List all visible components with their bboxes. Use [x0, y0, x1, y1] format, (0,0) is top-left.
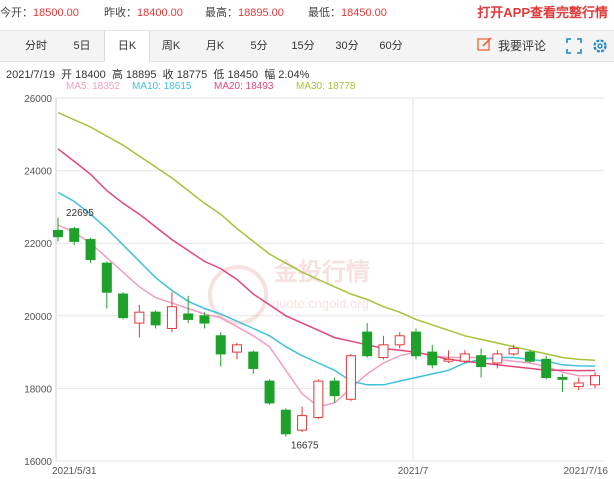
- y-tick-label: 22000: [24, 239, 52, 250]
- tab-5min[interactable]: 5分: [250, 40, 268, 52]
- comment-label: 我要评论: [497, 39, 546, 53]
- y-tick-label: 16000: [24, 457, 52, 468]
- ma20-legend: MA20: 18493: [214, 81, 274, 92]
- x-tick-label: 2021/7/16: [564, 466, 609, 477]
- candle-body: [329, 380, 340, 397]
- candle-body: [280, 409, 291, 435]
- candle-body: [313, 380, 324, 418]
- tab-5day[interactable]: 5日: [73, 40, 91, 52]
- candle-body: [345, 355, 356, 400]
- y-tick-label: 26000: [24, 94, 52, 105]
- open-app-link[interactable]: 打开APP查看完整行情: [477, 5, 608, 20]
- fullscreen-icon[interactable]: [566, 38, 582, 59]
- candle-body: [53, 229, 63, 238]
- candle-body: [166, 306, 177, 330]
- tab-monthly-k[interactable]: 月K: [205, 40, 225, 52]
- candle-body: [508, 347, 519, 355]
- ma20-line: [57, 148, 596, 372]
- y-tick-label: 18000: [24, 384, 52, 395]
- x-tick-label: 2021/5/31: [52, 466, 97, 477]
- open-stat: 今开：18500.00: [0, 7, 79, 19]
- candle-body: [264, 380, 275, 404]
- watermark-cn: 金投行情: [273, 258, 370, 286]
- candle-body: [411, 331, 421, 357]
- candle-body: [85, 239, 96, 261]
- candle-body: [541, 358, 552, 379]
- candle-body: [557, 377, 568, 380]
- candle-body: [427, 351, 438, 366]
- ma30-legend: MA30: 18778: [296, 81, 356, 92]
- prev-close-stat: 昨收：18400.00: [104, 7, 183, 19]
- ma10-legend: MA10: 18615: [132, 81, 192, 92]
- ma5-line: [57, 224, 596, 408]
- candle-body: [524, 351, 535, 362]
- period-tab-bar: 分时 5日 日K 周K 月K 5分 15分 30分 60分 我要评论: [0, 30, 614, 62]
- candle-body: [118, 293, 129, 319]
- ma30-line: [57, 111, 596, 361]
- candle-body: [248, 351, 259, 369]
- candle-body: [232, 344, 242, 353]
- low-stat: 最低：18450.00: [308, 7, 387, 19]
- y-tick-label: 20000: [24, 312, 52, 323]
- tab-15min[interactable]: 15分: [291, 40, 315, 52]
- candle-body: [590, 375, 600, 386]
- candle-body: [476, 355, 487, 368]
- comment-button[interactable]: 我要评论: [477, 31, 546, 61]
- candle-body: [394, 335, 405, 346]
- candle-body: [362, 331, 373, 357]
- ma5-legend: MA5: 18352: [66, 81, 120, 92]
- settings-icon[interactable]: [592, 38, 608, 59]
- tab-weekly-k[interactable]: 周K: [161, 40, 181, 52]
- candle-body: [199, 315, 210, 324]
- candle-body: [183, 313, 194, 320]
- x-tick-label: 2021/7: [398, 466, 429, 477]
- watermark-en: quote.cngold.org: [272, 296, 369, 311]
- y-tick-label: 24000: [24, 167, 52, 178]
- candle-info-line: 2021/7/19 开 18400 高 18895 收 18775 低 1845…: [6, 69, 310, 81]
- candle-body: [215, 335, 226, 355]
- candle-body: [101, 262, 112, 293]
- tab-intraday[interactable]: 分时: [25, 40, 47, 52]
- candle-body: [459, 353, 470, 362]
- candle-body: [69, 228, 80, 242]
- ma10-line: [57, 191, 596, 386]
- candle-body: [443, 358, 454, 362]
- candle-body: [134, 311, 145, 324]
- tab-daily-k[interactable]: 日K: [104, 31, 150, 62]
- watermark-circle: [208, 265, 268, 325]
- candle-body: [297, 415, 308, 431]
- edit-icon: [477, 32, 493, 62]
- watermark-logo: 金投行情 quote.cngold.org: [208, 258, 370, 325]
- candle-body: [573, 382, 584, 388]
- high-stat: 最高：18895.00: [205, 7, 284, 19]
- max-price-label: 22695: [66, 208, 94, 219]
- candle-body: [492, 353, 503, 364]
- min-price-label: 16675: [291, 440, 319, 451]
- candle-body: [150, 311, 161, 326]
- tab-30min[interactable]: 30分: [335, 40, 359, 52]
- tab-60min[interactable]: 60分: [379, 40, 403, 52]
- candle-body: [378, 344, 389, 359]
- quote-summary-bar: 今开：18500.00 昨收：18400.00 最高：18895.00 最低：1…: [0, 0, 614, 22]
